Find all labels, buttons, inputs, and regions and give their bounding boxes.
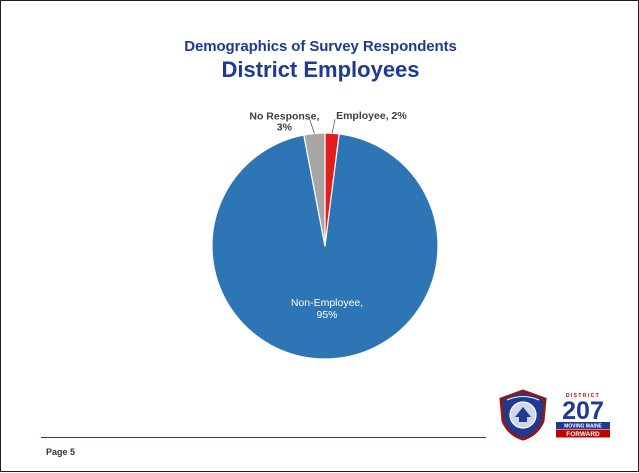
chart-title: Demographics of Survey Respondents [184,38,457,55]
no-response-data-value: 3% [277,122,293,134]
no-response-data-label: No Response, [249,111,319,123]
pie-slices [211,132,439,360]
employee-leader-line [331,119,336,134]
chart-subtitle: District Employees [221,57,420,82]
footer-divider [41,437,486,438]
logo-tagline-2: FORWARD [566,431,600,438]
non-employee-data-label: Non-Employee, [291,297,363,309]
logo-number: 207 [562,397,604,425]
logo-top-text: DISTRICT [566,393,600,399]
non-employee-data-value: 95% [316,309,337,321]
logo-tagline-1: MOVING MAINE [564,424,602,430]
page-number: Page 5 [46,447,76,457]
no-response-leader-line [309,118,315,134]
title-block: Demographics of Survey Respondents Distr… [1,38,639,83]
employee-data-label: Employee, 2% [336,110,407,122]
district-seal-logo [499,389,547,441]
district-207-logo: DISTRICT 207 MOVING MAINE FORWARD [556,393,610,438]
